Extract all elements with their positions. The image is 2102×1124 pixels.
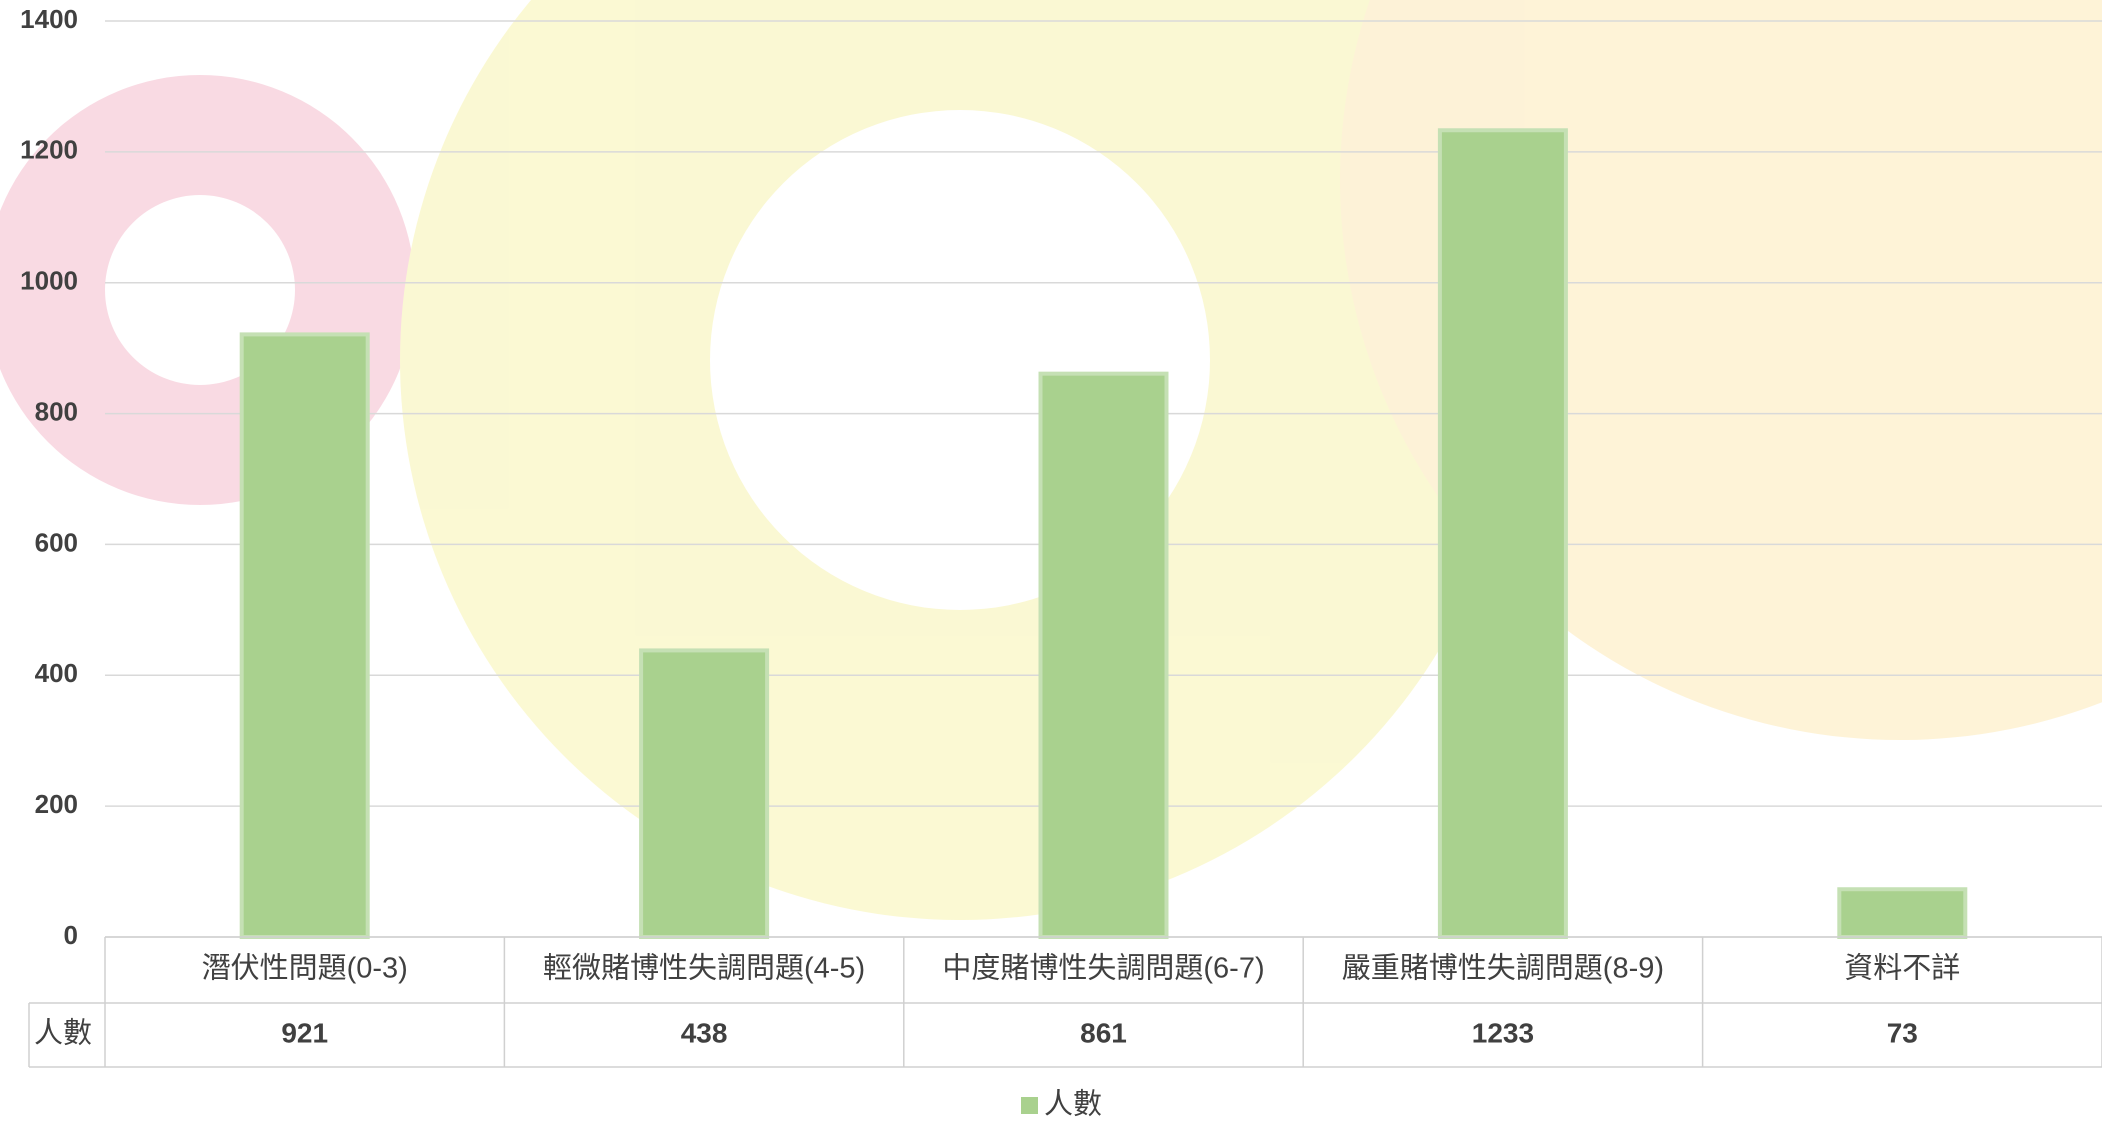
x-tick-label: 嚴重賭博性失調問題(8-9) [1342, 952, 1664, 985]
x-tick-label: 潛伏性問題(0-3) [202, 952, 408, 985]
y-tick-label: 1000 [20, 266, 78, 296]
y-tick-label: 200 [35, 789, 78, 819]
legend-label: 人數 [1044, 1088, 1102, 1121]
y-tick-label: 800 [35, 396, 78, 426]
table-series-name: 人數 [34, 1017, 92, 1050]
table-value: 1233 [1472, 1017, 1534, 1048]
table-value: 438 [681, 1017, 728, 1048]
bar [639, 648, 770, 939]
x-tick-label: 資料不詳 [1844, 952, 1960, 985]
x-tick-label: 中度賭博性失調問題(6-7) [942, 952, 1264, 985]
y-tick-label: 1200 [20, 135, 78, 165]
y-tick-label: 600 [35, 527, 78, 557]
legend-swatch [1021, 1097, 1038, 1114]
bar [1038, 371, 1169, 940]
table-value: 921 [281, 1017, 328, 1048]
plot: 0 200 400 600 800 1000 1200 1400 人數 潛伏性問題(0-3) 921… [20, 4, 2102, 1121]
table-value: 861 [1080, 1017, 1127, 1048]
y-tick-label: 400 [35, 658, 78, 688]
bar [239, 332, 370, 940]
table-value: 73 [1887, 1017, 1918, 1048]
y-tick-label: 0 [64, 920, 78, 950]
x-tick-label: 輕微賭博性失調問題(4-5) [543, 952, 865, 985]
bar [1837, 887, 1968, 939]
y-tick-label: 1400 [20, 4, 78, 34]
bar [1437, 128, 1568, 940]
